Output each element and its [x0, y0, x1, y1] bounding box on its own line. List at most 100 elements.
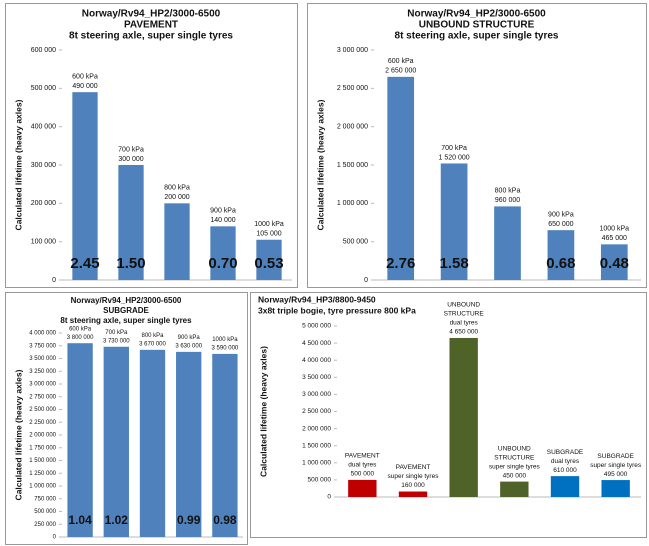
y-tick-label: 500 000 [343, 239, 368, 246]
ratio-annotation: 0.98 [213, 513, 237, 527]
y-tick-label: 600 000 [31, 47, 56, 54]
chart-frame [5, 3, 298, 288]
bar-category-label: 1000 kPa [212, 337, 238, 343]
y-tick-label: 1 000 000 [29, 484, 56, 490]
y-tick-label: 3 500 000 [302, 374, 331, 381]
value-label: 3 590 000 [212, 345, 239, 351]
y-tick-label: 750 000 [34, 496, 56, 502]
ratio-annotation: 0.99 [177, 513, 201, 527]
y-tick-label: 500 000 [34, 509, 56, 515]
value-label: 3 730 000 [103, 338, 130, 344]
bar [601, 480, 630, 497]
bar [550, 476, 580, 497]
y-tick-label: 3 000 000 [302, 391, 331, 398]
y-tick-label: 1 250 000 [29, 471, 56, 477]
ratio-annotation: 1.02 [105, 513, 129, 527]
y-tick-label: 0 [364, 277, 368, 284]
value-label: 450 000 [503, 472, 527, 479]
y-tick-label: 1 500 000 [337, 162, 368, 169]
bar-category-label: 1000 kPa [254, 221, 284, 228]
bar-category-label: STRUCTURE [494, 454, 535, 461]
value-label: 610 000 [553, 467, 577, 474]
y-tick-label: 2 000 000 [29, 433, 56, 439]
bar-category-label: dual tyres [551, 458, 580, 465]
chart-title: Norway/Rv94_HP3/8800-9450 [258, 294, 376, 304]
bar [348, 479, 377, 497]
value-label: 495 000 [604, 471, 628, 478]
chart-frame [307, 3, 647, 288]
y-tick-label: 3 250 000 [29, 369, 56, 375]
y-tick-label: 2 000 000 [337, 124, 368, 131]
value-label: 650 000 [548, 221, 573, 228]
y-tick-label: 250 000 [34, 522, 56, 528]
bar [547, 230, 575, 280]
y-axis-label: Calculated lifetime (heavy axles) [13, 99, 23, 230]
value-label: 490 000 [72, 83, 97, 90]
y-tick-label: 500 000 [308, 477, 332, 484]
bar [164, 203, 190, 280]
value-label: 105 000 [256, 231, 281, 238]
bar-category-label: 800 kPa [141, 333, 164, 339]
bar-category-label: 800 kPa [164, 185, 190, 192]
bar [210, 226, 236, 280]
bar-category-label: UNBOUND [447, 302, 480, 309]
chart-subtitle: 8t steering axle, super single tyres [69, 31, 233, 42]
y-tick-label: 0 [327, 494, 331, 501]
y-tick-label: 1 500 000 [302, 442, 331, 449]
ratio-annotation: 2.76 [386, 255, 415, 272]
bar [176, 351, 202, 537]
value-label: 200 000 [164, 194, 189, 201]
bar [449, 337, 478, 497]
bar-category-label: 600 kPa [69, 326, 92, 332]
chart-subtitle: 8t steering axle, super single tyres [60, 316, 192, 325]
value-label: 2 650 000 [385, 68, 416, 75]
y-tick-label: 3 500 000 [29, 356, 56, 362]
chart-subtitle: UNBOUND STRUCTURE [419, 20, 535, 31]
chart-title: Norway/Rv94_HP2/3000-6500 [407, 9, 546, 20]
y-axis-label: Calculated lifetime (heavy axles) [258, 346, 268, 477]
ratio-annotation: 2.45 [70, 255, 99, 272]
value-label: 160 000 [401, 482, 425, 489]
bar-category-label: 900 kPa [210, 208, 236, 215]
y-tick-label: 5 000 000 [302, 323, 331, 330]
value-label: 1 520 000 [439, 154, 470, 161]
bar-category-label: STRUCTURE [444, 311, 485, 318]
value-label: 465 000 [602, 235, 627, 242]
bar-category-label: 600 kPa [72, 74, 98, 81]
bar-category-label: 700 kPa [118, 146, 144, 153]
bar-category-label: super single tyres [489, 463, 541, 470]
value-label: 3 800 000 [67, 335, 94, 341]
y-tick-label: 100 000 [31, 239, 56, 246]
bar [256, 239, 282, 280]
chart-subtitle: 8t steering axle, super single tyres [395, 31, 559, 42]
bar-category-label: PAVEMENT [396, 464, 431, 471]
y-tick-label: 2 500 000 [337, 85, 368, 92]
y-axis-label: Calculated lifetime (heavy axles) [315, 99, 325, 230]
y-tick-label: 500 000 [31, 85, 56, 92]
bar [387, 76, 415, 280]
y-tick-label: 0 [53, 535, 57, 541]
y-tick-label: 4 500 000 [302, 340, 331, 347]
value-label: 960 000 [495, 197, 520, 204]
ratio-annotation: 1.50 [116, 255, 145, 272]
ratio-annotation: 1.58 [439, 255, 468, 272]
y-tick-label: 1 000 000 [302, 460, 331, 467]
bar-category-label: 1000 kPa [600, 226, 630, 233]
y-tick-label: 1 750 000 [29, 445, 56, 451]
ratio-annotation: 0.68 [546, 255, 575, 272]
y-tick-label: 3 750 000 [29, 343, 56, 349]
bar-category-label: super single tyres [388, 473, 440, 480]
value-label: 140 000 [210, 217, 235, 224]
bar-category-label: 900 kPa [178, 335, 201, 341]
bar [398, 491, 428, 497]
chart-title: Norway/Rv94_HP2/3000-6500 [82, 9, 221, 20]
value-label: 300 000 [118, 156, 143, 163]
y-tick-label: 2 500 000 [29, 407, 56, 413]
y-tick-label: 2 750 000 [29, 394, 56, 400]
chart-subtitle: 3x8t triple bogie, tyre pressure 800 kPa [258, 305, 416, 315]
y-tick-label: 2 500 000 [302, 408, 331, 415]
bar-category-label: 600 kPa [388, 58, 414, 65]
ratio-annotation: 1.04 [68, 513, 92, 527]
bar-category-label: 700 kPa [441, 145, 467, 152]
